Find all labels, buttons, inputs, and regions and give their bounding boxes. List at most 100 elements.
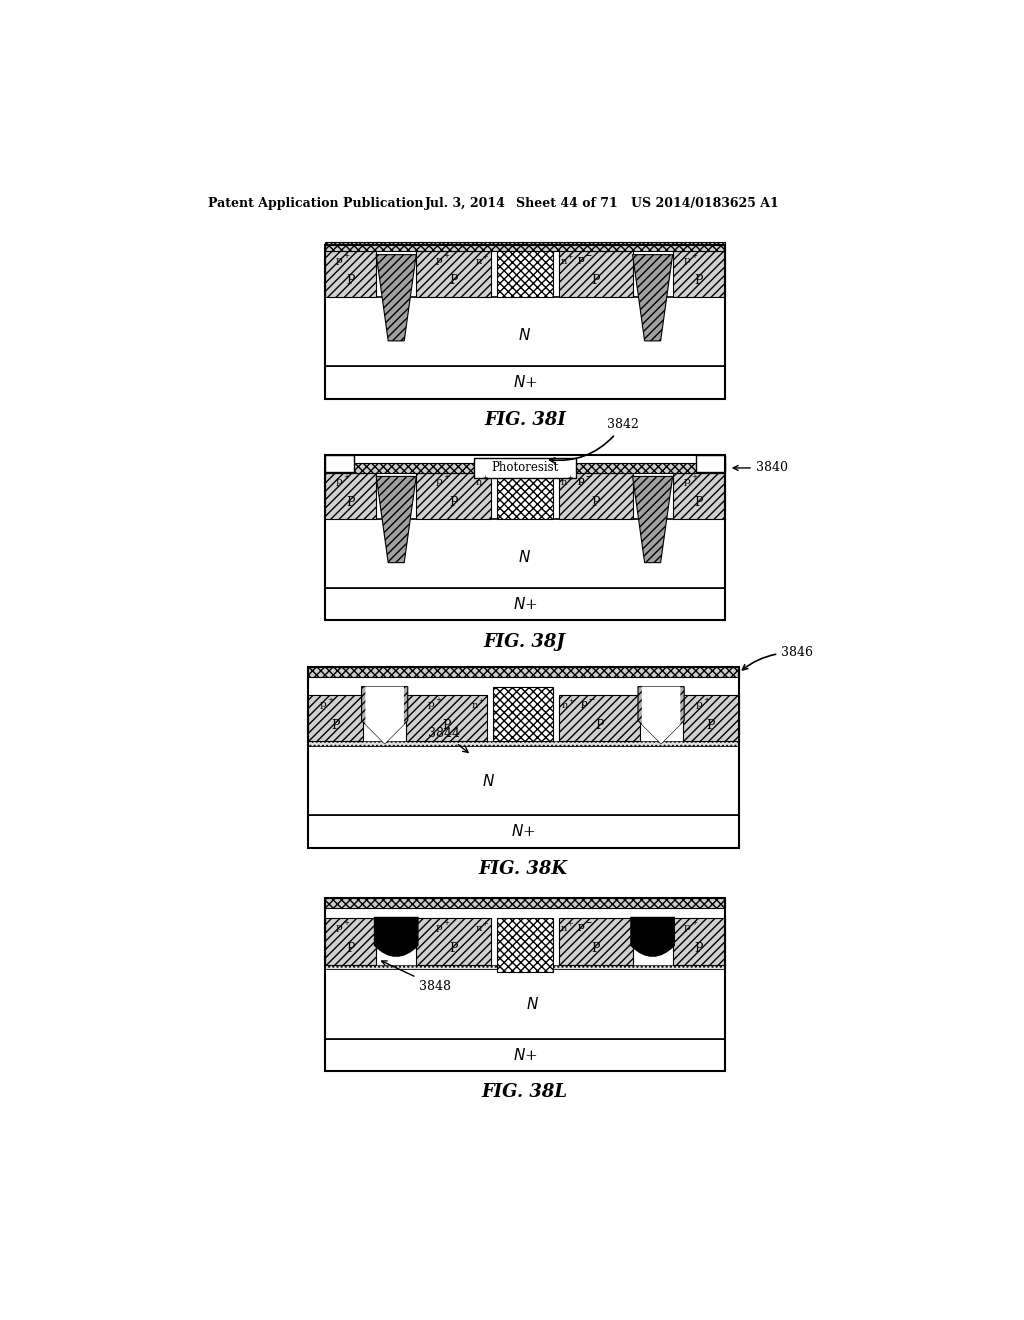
Text: FIG. 38L: FIG. 38L: [482, 1084, 567, 1101]
Text: 3844: 3844: [428, 727, 468, 752]
Bar: [559, 251, 633, 297]
Text: p$^-$: p$^-$: [580, 698, 595, 711]
Bar: [416, 919, 490, 965]
Text: P: P: [331, 718, 340, 731]
Text: P: P: [694, 496, 703, 510]
Text: Jul. 3, 2014: Jul. 3, 2014: [425, 197, 506, 210]
Text: P: P: [346, 275, 354, 288]
Text: n$^+$: n$^+$: [471, 698, 485, 711]
Bar: [673, 473, 725, 519]
Bar: [673, 919, 725, 965]
Text: p$^+$: p$^+$: [427, 697, 442, 711]
Bar: [307, 742, 739, 746]
Bar: [325, 242, 725, 251]
Text: P: P: [346, 496, 354, 510]
Text: $N$+: $N$+: [513, 597, 537, 612]
Text: FIG. 38I: FIG. 38I: [484, 412, 565, 429]
Text: $N$+: $N$+: [513, 1047, 537, 1063]
Text: p$^+$: p$^+$: [434, 252, 451, 268]
Text: p$^+$: p$^+$: [683, 474, 698, 490]
Text: Photoresist: Photoresist: [492, 462, 558, 474]
Bar: [559, 919, 633, 965]
Text: $N$: $N$: [482, 772, 496, 788]
Bar: [325, 455, 725, 620]
Text: p$^-$: p$^-$: [577, 475, 592, 488]
Text: $N$+: $N$+: [513, 375, 537, 391]
Text: p$^-$: p$^-$: [577, 253, 592, 267]
Text: p$^+$: p$^+$: [335, 252, 350, 268]
Text: p$^-$: p$^-$: [577, 253, 592, 267]
Bar: [497, 917, 553, 972]
Text: p$^+$: p$^+$: [434, 920, 451, 935]
Bar: [325, 463, 725, 473]
Bar: [497, 247, 553, 297]
Text: p$^+$: p$^+$: [335, 920, 350, 935]
Bar: [325, 519, 725, 589]
Bar: [307, 696, 364, 742]
Bar: [325, 969, 725, 1039]
Polygon shape: [376, 477, 416, 562]
Text: p$^-$: p$^-$: [577, 921, 592, 935]
Bar: [325, 898, 725, 1071]
Polygon shape: [376, 255, 416, 341]
Bar: [325, 965, 725, 969]
Text: p$^+$: p$^+$: [319, 697, 335, 711]
Bar: [307, 746, 739, 816]
Bar: [325, 473, 376, 519]
Text: p$^+$: p$^+$: [434, 474, 451, 490]
Text: n$^+$: n$^+$: [475, 475, 489, 488]
Text: p$^-$: p$^-$: [577, 921, 592, 935]
Bar: [325, 589, 725, 620]
Text: P: P: [595, 718, 604, 731]
Text: p$^+$: p$^+$: [694, 697, 710, 711]
Text: $N$: $N$: [518, 549, 531, 565]
Text: p$^-$: p$^-$: [580, 698, 595, 711]
Text: n$^+$: n$^+$: [560, 253, 574, 267]
Text: P: P: [450, 275, 458, 288]
Text: US 2014/0183625 A1: US 2014/0183625 A1: [631, 197, 779, 210]
Bar: [494, 686, 553, 741]
Text: $N$: $N$: [518, 327, 531, 343]
Bar: [416, 473, 490, 519]
Polygon shape: [638, 686, 684, 743]
Text: p$^-$: p$^-$: [577, 475, 592, 488]
Text: P: P: [592, 496, 600, 510]
Bar: [325, 919, 376, 965]
Text: p$^+$: p$^+$: [683, 252, 698, 268]
Text: P: P: [694, 942, 703, 954]
Text: p$^+$: p$^+$: [335, 474, 350, 490]
Bar: [325, 455, 354, 471]
Text: n$^+$: n$^+$: [560, 475, 574, 488]
Text: FIG. 38K: FIG. 38K: [479, 861, 567, 878]
Text: 3840: 3840: [733, 462, 787, 474]
Polygon shape: [361, 686, 408, 743]
Text: n$^+$: n$^+$: [560, 921, 574, 935]
Text: P: P: [450, 496, 458, 510]
Text: n$^+$: n$^+$: [475, 921, 489, 935]
Bar: [325, 898, 725, 908]
Bar: [559, 473, 633, 519]
Bar: [497, 469, 553, 519]
Text: P: P: [450, 942, 458, 954]
Bar: [325, 251, 376, 297]
Text: Patent Application Publication: Patent Application Publication: [208, 197, 423, 210]
Bar: [307, 667, 739, 847]
Text: 3848: 3848: [382, 961, 452, 993]
Text: n$^+$: n$^+$: [475, 253, 489, 267]
Polygon shape: [633, 477, 673, 562]
Text: P: P: [592, 275, 600, 288]
Text: Sheet 44 of 71: Sheet 44 of 71: [515, 197, 617, 210]
Text: P: P: [707, 718, 715, 731]
Bar: [325, 244, 725, 399]
Bar: [325, 1039, 725, 1071]
PathPatch shape: [631, 917, 674, 956]
Bar: [307, 667, 739, 677]
Text: FIG. 38J: FIG. 38J: [484, 634, 565, 651]
Bar: [474, 458, 575, 478]
Bar: [416, 251, 490, 297]
Text: P: P: [442, 718, 451, 731]
Bar: [407, 696, 487, 742]
Text: P: P: [694, 275, 703, 288]
Text: 3842: 3842: [550, 418, 639, 463]
Bar: [559, 696, 640, 742]
